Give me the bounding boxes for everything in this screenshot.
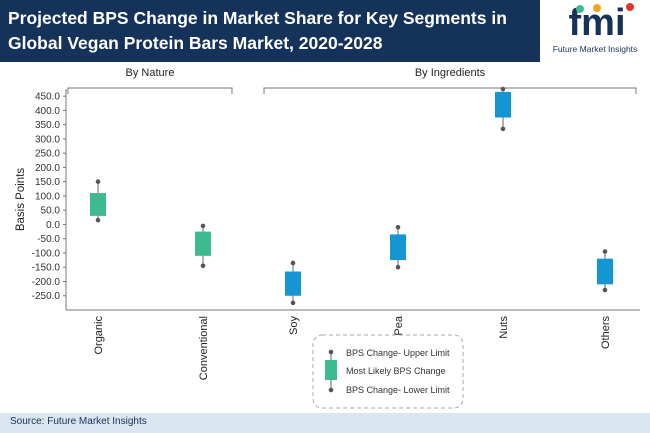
group-label: By Nature (126, 67, 175, 79)
y-tick-label: -150.0 (32, 263, 61, 274)
legend-swatch (325, 360, 337, 380)
y-tick-label: -200.0 (32, 277, 61, 288)
footer: Source: Future Market Insights (0, 413, 650, 433)
category-label: Others (600, 316, 612, 350)
box-conventional (195, 231, 211, 256)
legend-upper-point (328, 349, 334, 355)
fmi-logo-icon: fmi (569, 2, 634, 42)
category-label: Conventional (198, 316, 210, 380)
lower-limit-point (95, 217, 101, 223)
y-tick-label: 150.0 (35, 177, 60, 188)
legend-middle-label: Most Likely BPS Change (346, 366, 446, 376)
y-tick-label: 300.0 (35, 134, 60, 145)
y-tick-label: 100.0 (35, 191, 60, 202)
logo: fmi Future Market Insights (540, 0, 650, 62)
group-bracket (263, 87, 637, 94)
y-tick-label: -50.0 (37, 234, 60, 245)
chart-title: Projected BPS Change in Market Share for… (8, 8, 507, 53)
legend-lower-label: BPS Change- Lower Limit (346, 385, 450, 395)
lower-limit-point (602, 287, 608, 293)
category-label: Organic (93, 316, 105, 355)
category-label: Pea (393, 315, 405, 335)
y-tick-label: -100.0 (32, 248, 61, 259)
category-label: Soy (288, 316, 300, 335)
legend-lower-point (328, 387, 334, 393)
y-tick-label: 50.0 (41, 206, 61, 217)
y-tick-label: 0.0 (46, 220, 60, 231)
box-soy (285, 271, 301, 296)
legend-upper-label: BPS Change- Upper Limit (346, 348, 450, 358)
lower-limit-point (200, 263, 206, 269)
y-tick-label: 450.0 (35, 92, 60, 103)
legend-box (312, 334, 464, 409)
category-label: Nuts (498, 316, 510, 339)
box-chart: -250.0 -200.0 -150.0 -100.0 -50.0 0.0 50.0 100.… (15, 67, 640, 409)
y-tick-label: 250.0 (35, 149, 60, 160)
group-label: By Ingredients (415, 67, 486, 79)
y-axis-title: Basis Points (15, 168, 27, 232)
upper-limit-point (395, 225, 401, 230)
upper-limit-point (602, 249, 608, 254)
upper-limit-point (95, 179, 101, 184)
y-tick-label: 400.0 (35, 106, 60, 117)
group-bracket (67, 87, 233, 94)
logo-tagline: Future Market Insights (552, 44, 638, 54)
upper-limit-point (290, 260, 296, 266)
box-nuts (495, 91, 511, 118)
lower-limit-point (395, 264, 401, 270)
box-others (597, 258, 613, 285)
box-organic (90, 193, 106, 216)
y-tick-label: 350.0 (35, 120, 60, 131)
box-pea (390, 234, 406, 261)
lower-limit-point (290, 300, 296, 306)
lower-limit-point (500, 126, 506, 132)
header-banner: Projected BPS Change in Market Share for… (0, 0, 650, 62)
source-note: Source: Future Market Insights (10, 416, 147, 427)
upper-limit-point (500, 86, 506, 92)
y-tick-label: -250.0 (32, 291, 61, 302)
upper-limit-point (200, 223, 206, 229)
y-tick-label: 200.0 (35, 163, 60, 174)
